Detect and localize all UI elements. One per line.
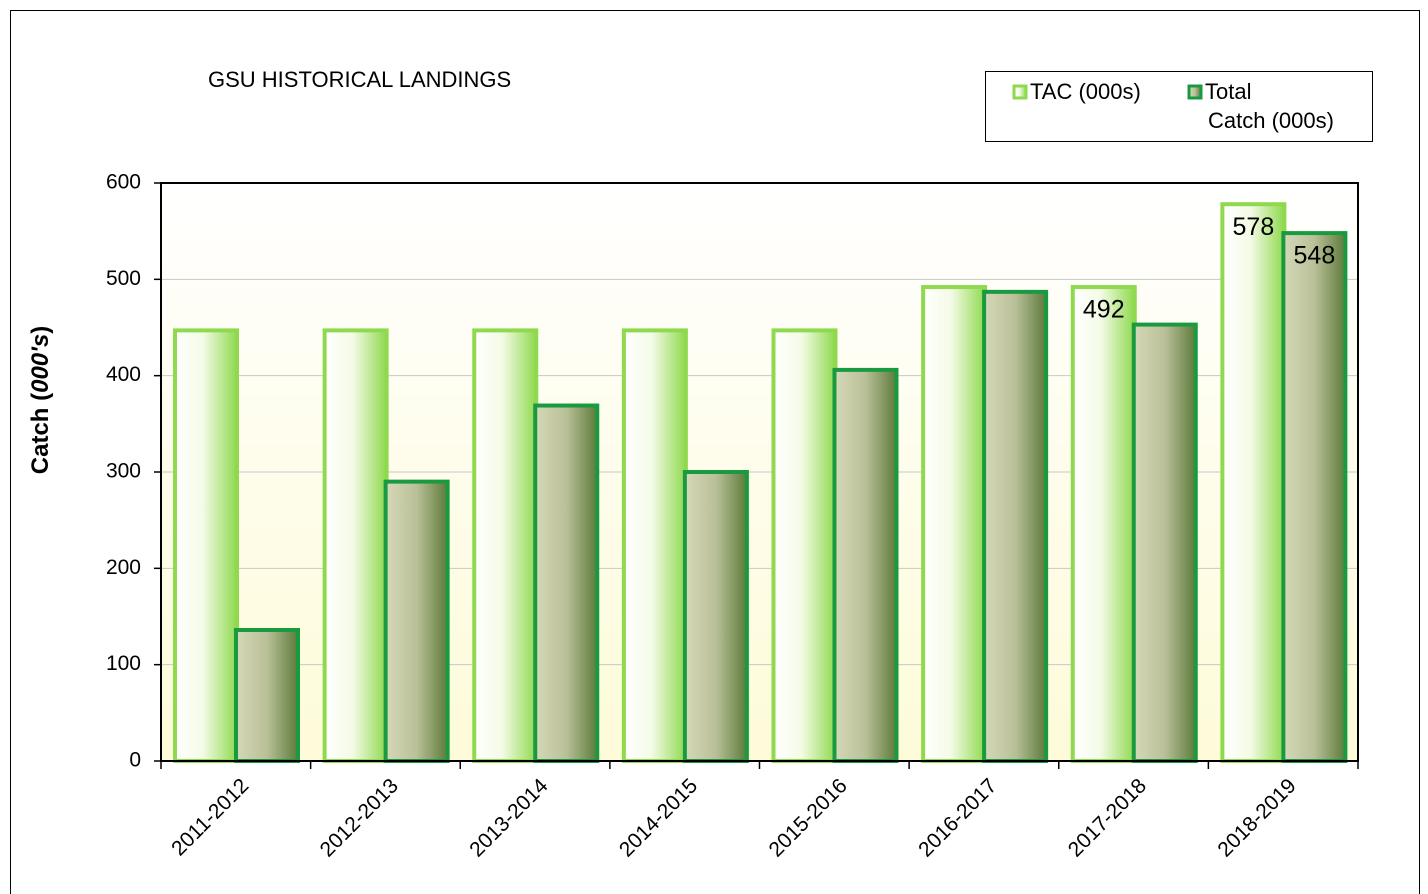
x-tick-label: 2014-2015 bbox=[615, 774, 702, 861]
y-label-part: ) bbox=[27, 326, 54, 334]
bar bbox=[621, 328, 688, 763]
y-label-part: 000's bbox=[27, 334, 54, 393]
bar bbox=[1220, 202, 1287, 763]
data-label: 492 bbox=[1083, 296, 1125, 324]
bar bbox=[533, 403, 600, 763]
frame bbox=[10, 10, 1420, 894]
y-axis-label: Catch (000's) bbox=[27, 326, 54, 474]
bar bbox=[921, 285, 988, 763]
bar bbox=[234, 627, 300, 764]
bar bbox=[982, 289, 1049, 763]
y-tick-label: 500 bbox=[106, 267, 141, 290]
bar bbox=[1131, 322, 1198, 763]
legend-swatch bbox=[1012, 84, 1028, 100]
legend bbox=[985, 71, 1373, 142]
x-tick-label: 2012-2013 bbox=[316, 774, 403, 861]
data-label: 578 bbox=[1233, 213, 1275, 241]
y-tick-label: 300 bbox=[106, 460, 141, 483]
x-tick-label: 2011-2012 bbox=[167, 774, 253, 860]
y-tick-label: 400 bbox=[106, 363, 141, 386]
y-tick-label: 100 bbox=[106, 652, 141, 675]
x-tick-label: 2016-2017 bbox=[914, 774, 1001, 861]
data-label: 548 bbox=[1294, 242, 1336, 270]
legend-swatch bbox=[1187, 84, 1203, 100]
bar bbox=[771, 328, 838, 763]
y-tick-label: 0 bbox=[129, 749, 141, 772]
legend-label: Total Catch (000s) bbox=[1205, 79, 1334, 133]
chart-title: GSU HISTORICAL LANDINGS bbox=[208, 67, 511, 92]
plot-border bbox=[160, 182, 1359, 762]
legend-label: TAC (000s) bbox=[1030, 79, 1141, 104]
bar bbox=[1281, 231, 1348, 764]
bar bbox=[682, 470, 749, 763]
x-tick-label: 2018-2019 bbox=[1213, 774, 1300, 861]
bar bbox=[1070, 285, 1137, 763]
bar bbox=[173, 328, 239, 763]
bar bbox=[472, 328, 539, 763]
y-tick-label: 600 bbox=[106, 171, 141, 194]
y-label-part: Catch ( bbox=[27, 393, 54, 474]
bar bbox=[322, 328, 389, 763]
bar bbox=[832, 367, 899, 763]
x-tick-label: 2017-2018 bbox=[1064, 774, 1151, 861]
y-tick-label: 200 bbox=[106, 556, 141, 579]
x-tick-label: 2013-2014 bbox=[465, 774, 553, 862]
bar bbox=[383, 479, 450, 763]
x-tick-label: 2015-2016 bbox=[764, 774, 851, 861]
